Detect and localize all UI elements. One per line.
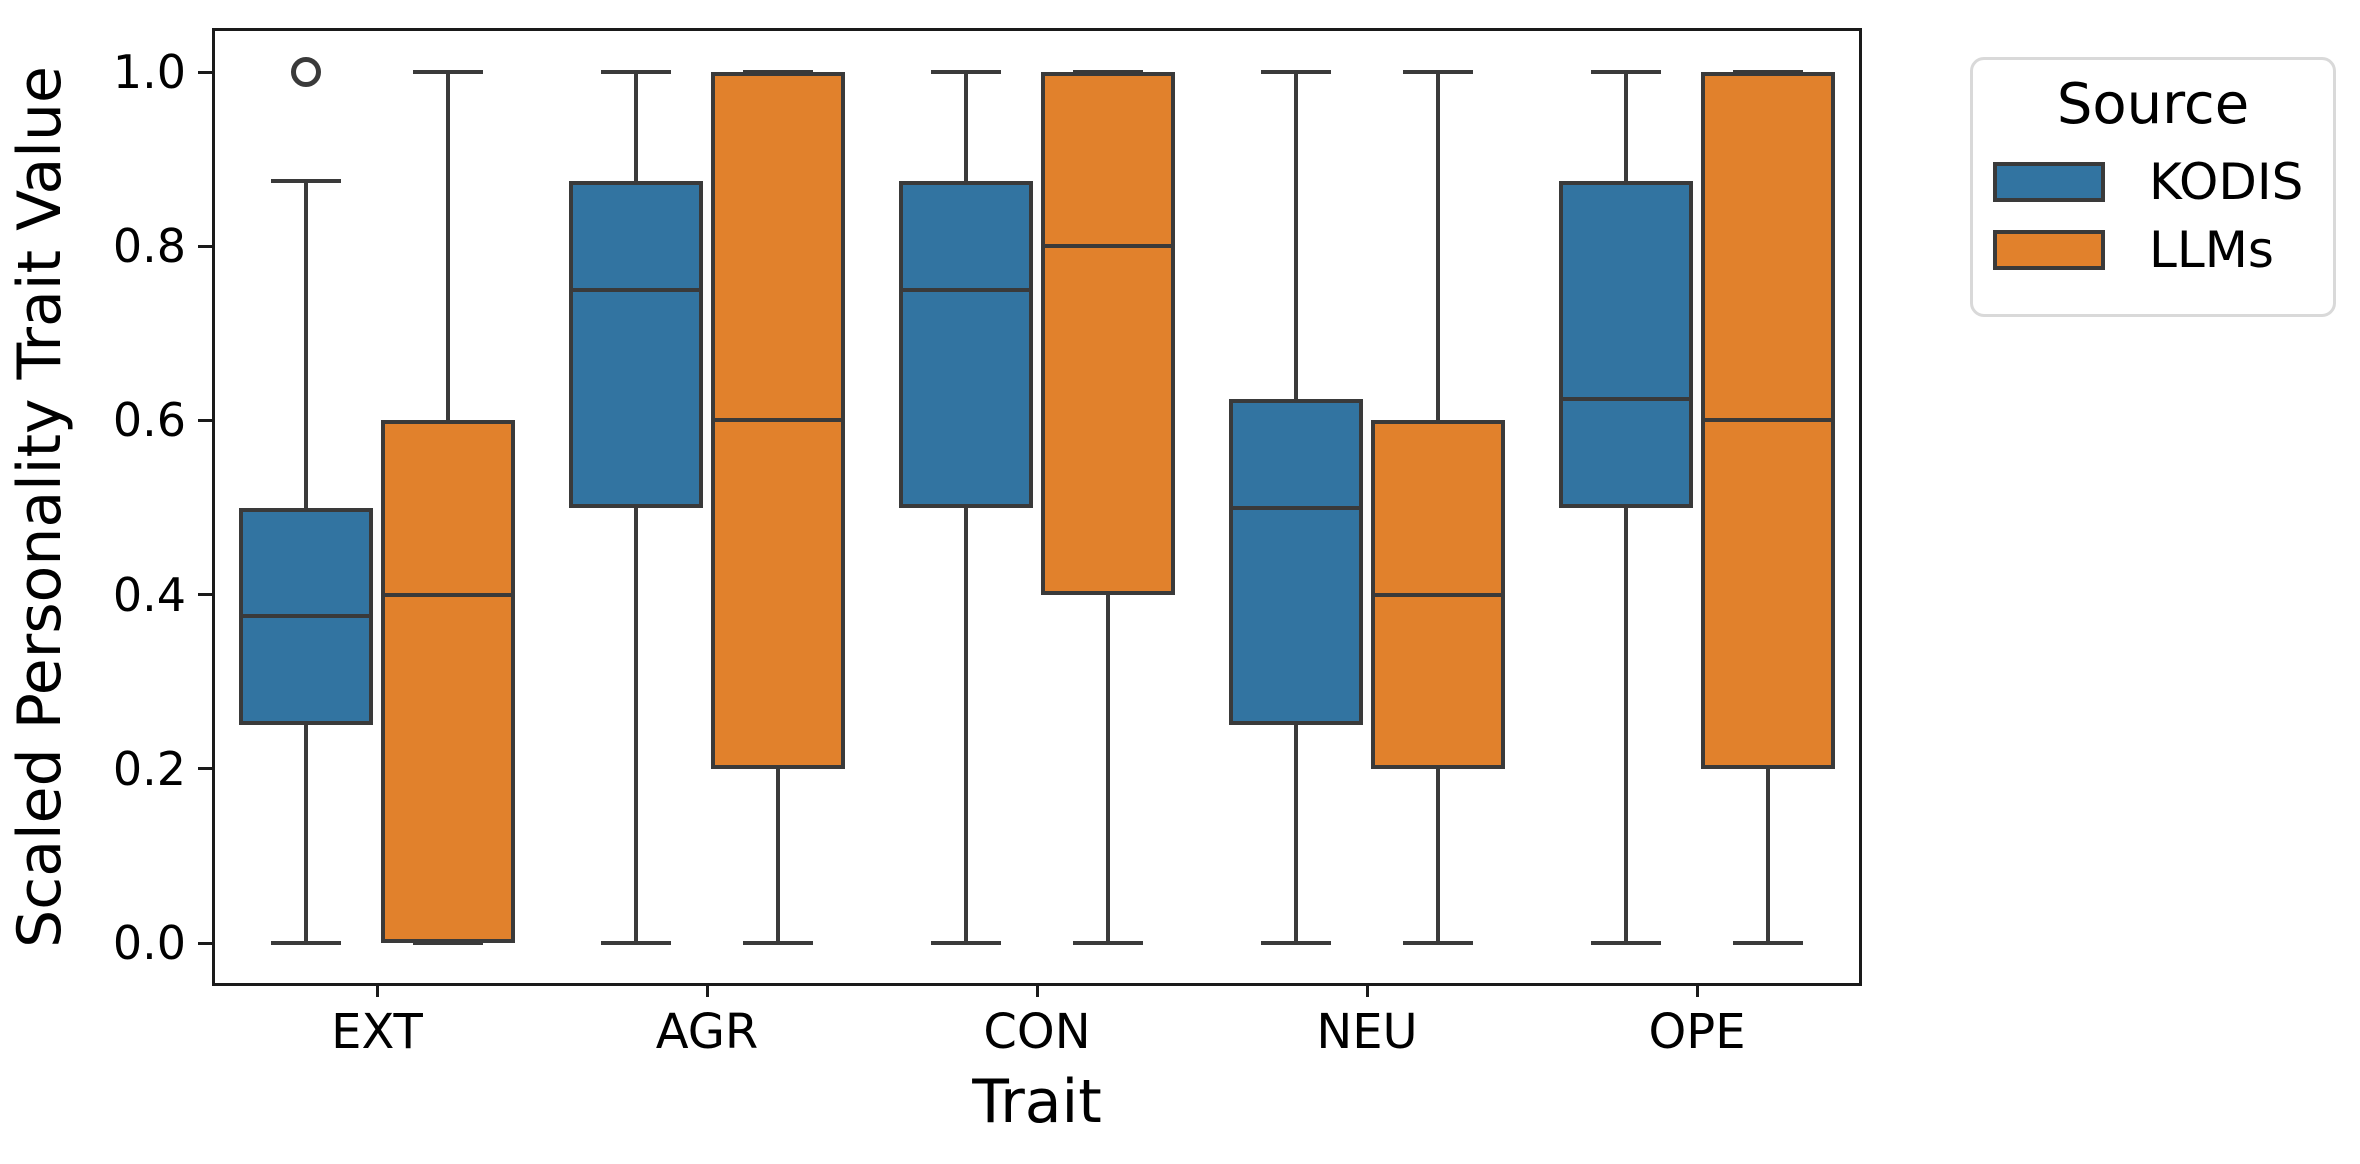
median-line — [1371, 592, 1505, 597]
x-tick-mark — [1035, 983, 1039, 997]
x-tick-label: CON — [983, 1004, 1091, 1060]
whisker-upper — [964, 72, 968, 181]
y-tick-label: 0.8 — [112, 219, 186, 274]
median-line — [1229, 505, 1363, 510]
x-tick-mark — [1695, 983, 1699, 997]
whisker-cap-lower — [413, 941, 483, 945]
box-kodis-ope — [1559, 180, 1693, 508]
whisker-cap-upper — [1591, 70, 1661, 74]
legend-label-kodis: KODIS — [2149, 152, 2304, 211]
whisker-lower — [1766, 768, 1770, 943]
whisker-lower — [1624, 507, 1628, 943]
whisker-upper — [634, 72, 638, 181]
whisker-upper — [1624, 72, 1628, 181]
whisker-lower — [304, 725, 308, 943]
whisker-lower — [1106, 594, 1110, 943]
x-tick-label: EXT — [331, 1004, 423, 1060]
x-tick-label: OPE — [1648, 1004, 1746, 1060]
y-tick-label: 1.0 — [112, 45, 186, 99]
median-line — [239, 614, 373, 619]
median-line — [1041, 244, 1175, 249]
y-tick-mark — [198, 941, 212, 945]
box-llms-con — [1041, 72, 1175, 595]
whisker-cap-upper — [931, 70, 1001, 74]
whisker-cap-upper — [413, 70, 483, 74]
median-line — [569, 287, 703, 292]
median-line — [1559, 396, 1693, 401]
x-tick-label: AGR — [655, 1004, 759, 1060]
median-line — [899, 287, 1033, 292]
median-line — [381, 592, 515, 597]
y-tick-mark — [198, 418, 212, 422]
legend: Source KODIS LLMs — [1970, 57, 2336, 317]
x-tick-mark — [375, 983, 379, 997]
legend-title: Source — [2056, 72, 2250, 137]
whisker-cap-lower — [1591, 941, 1661, 945]
box-llms-ext — [381, 420, 515, 943]
legend-swatch-kodis — [1993, 161, 2105, 202]
whisker-cap-upper — [271, 178, 341, 183]
y-tick-label: 0.4 — [112, 567, 186, 622]
whisker-cap-lower — [1403, 941, 1473, 945]
whisker-cap-lower — [1261, 941, 1331, 945]
median-line — [1701, 418, 1835, 423]
y-axis-label-text: Scaled Personality Trait Value — [5, 66, 75, 948]
whisker-cap-lower — [743, 941, 813, 945]
box-kodis-con — [899, 180, 1033, 508]
whisker-lower — [1436, 768, 1440, 943]
x-tick-mark — [705, 983, 709, 997]
whisker-lower — [1294, 725, 1298, 943]
legend-label-llms: LLMs — [2149, 220, 2274, 279]
whisker-upper — [446, 72, 450, 421]
whisker-lower — [964, 507, 968, 943]
whisker-cap-lower — [601, 941, 671, 945]
whisker-upper — [1294, 72, 1298, 399]
x-axis-label: Trait — [972, 1067, 1102, 1137]
whisker-lower — [634, 507, 638, 943]
y-tick-mark — [198, 70, 212, 74]
outlier-marker — [291, 57, 321, 87]
whisker-upper — [1436, 72, 1440, 421]
x-tick-mark — [1365, 983, 1369, 997]
y-tick-label: 0.2 — [112, 741, 186, 796]
whisker-cap-upper — [601, 70, 671, 74]
legend-swatch-llms — [1993, 229, 2105, 270]
y-tick-label: 0.6 — [112, 393, 186, 448]
whisker-cap-lower — [1733, 941, 1803, 945]
x-tick-label: NEU — [1316, 1004, 1418, 1060]
median-line — [711, 418, 845, 423]
y-tick-mark — [198, 593, 212, 597]
legend-entry-llms: LLMs — [1993, 220, 2333, 279]
box-kodis-neu — [1229, 398, 1363, 726]
whisker-cap-upper — [1403, 70, 1473, 74]
legend-entry-kodis: KODIS — [1993, 152, 2333, 211]
box-kodis-agr — [569, 180, 703, 508]
whisker-lower — [776, 768, 780, 943]
y-tick-mark — [198, 244, 212, 248]
whisker-cap-lower — [271, 941, 341, 945]
whisker-cap-lower — [931, 941, 1001, 945]
y-tick-mark — [198, 767, 212, 771]
whisker-cap-lower — [1073, 941, 1143, 945]
y-tick-label: 0.0 — [112, 916, 186, 970]
whisker-upper — [304, 180, 308, 508]
whisker-cap-upper — [1261, 70, 1331, 74]
